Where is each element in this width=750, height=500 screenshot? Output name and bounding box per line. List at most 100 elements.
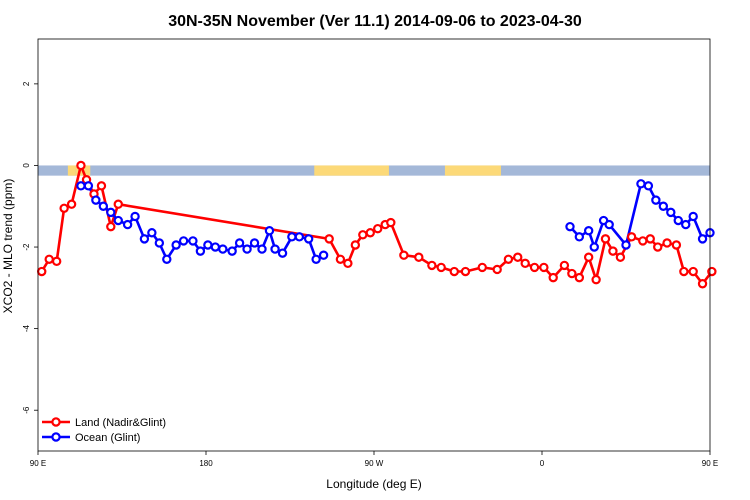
ocean-data-point — [113, 215, 123, 226]
ocean-data-point — [122, 219, 133, 230]
ocean-data-point — [565, 221, 575, 232]
land-data-point — [653, 242, 663, 252]
land-data-point — [427, 260, 437, 271]
ocean-data-point — [257, 244, 267, 254]
ocean-data-point — [195, 246, 206, 256]
ocean-data-point — [666, 207, 676, 218]
ocean-data-point — [178, 236, 189, 246]
x-tick-label: 90 E — [702, 459, 718, 468]
ocean-data-point — [264, 226, 275, 236]
ocean-data-point — [287, 232, 297, 242]
land-data-point — [688, 266, 698, 277]
land-data-point — [399, 250, 409, 260]
ocean-data-point — [318, 250, 329, 260]
ocean-data-point — [651, 195, 661, 205]
ocean-data-point — [139, 234, 150, 244]
ocean-data-point — [154, 238, 165, 248]
land-data-point — [671, 240, 682, 250]
land-data-point — [343, 258, 353, 269]
chart-title: 30N-35N November (Ver 11.1) 2014-09-06 t… — [168, 13, 582, 30]
ocean-data-point — [76, 181, 86, 191]
ocean-data-point — [91, 195, 101, 205]
ocean-data-point — [311, 254, 321, 264]
y-tick-label: -2 — [22, 243, 31, 251]
land-data-point — [600, 234, 611, 244]
ocean-data-point — [303, 234, 314, 244]
land-data-point — [373, 223, 383, 234]
y-tick-label: 0 — [22, 163, 31, 168]
ocean-data-point — [83, 181, 94, 191]
land-data-point — [113, 199, 123, 209]
ocean-data-point — [162, 254, 172, 264]
ocean-data-point — [681, 219, 691, 230]
legend: Land (Nadir&Glint) Ocean (Glint) — [42, 417, 166, 444]
land-data-point — [591, 274, 601, 285]
ocean-data-point — [242, 244, 252, 254]
y-axis: 2 0 -2 -4 -6 — [22, 81, 38, 414]
land-data-point — [51, 256, 62, 267]
land-data-point — [679, 266, 689, 277]
x-tick-label: 90 E — [30, 459, 46, 468]
land-data-point — [44, 254, 54, 264]
land-data-point — [548, 272, 558, 283]
land-data-point — [350, 240, 361, 250]
ocean-data-point — [673, 215, 683, 226]
ocean-data-point — [203, 240, 213, 250]
land-data-point — [460, 266, 471, 277]
land-data-point — [626, 232, 637, 242]
x-tick-label: 90 W — [365, 459, 384, 468]
land-data-point — [66, 199, 77, 209]
land-data-point — [37, 266, 47, 277]
ocean-data-point — [227, 246, 237, 256]
x-axis-label: Longitude (deg E) — [326, 477, 421, 491]
land-band-segment — [314, 165, 389, 176]
land-data-point — [358, 230, 368, 240]
x-axis: 90 E 180 90 W 0 90 E — [30, 451, 718, 468]
land-data-point — [365, 228, 375, 238]
land-data-point — [335, 254, 346, 264]
ocean-data-point — [106, 207, 116, 218]
land-data-point — [697, 279, 708, 289]
land-data-point — [59, 203, 69, 213]
land-data-point — [477, 262, 487, 273]
land-data-point — [324, 234, 334, 244]
y-tick-label: -4 — [22, 325, 31, 333]
land-data-point — [559, 260, 570, 271]
land-data-point — [583, 252, 594, 262]
ocean-data-point — [188, 236, 198, 246]
legend-land-label: Land (Nadir&Glint) — [75, 417, 166, 429]
ocean-data-point — [583, 226, 594, 236]
legend-ocean-label: Ocean (Glint) — [75, 432, 140, 444]
land-data-point — [662, 238, 672, 248]
ocean-data-point — [589, 242, 599, 252]
land-data-point — [567, 268, 577, 279]
land-data-point — [106, 221, 116, 232]
land-data-point — [539, 262, 549, 273]
ocean-data-point — [294, 232, 305, 242]
land-data-point — [414, 252, 424, 262]
land-data-point — [520, 258, 530, 269]
ocean-data-point — [270, 244, 280, 254]
ocean-data-point — [249, 238, 260, 248]
legend-ocean-marker — [51, 432, 61, 442]
land-data-point — [503, 254, 514, 264]
ocean-data-point — [621, 240, 631, 250]
land-sea-band — [38, 165, 710, 176]
land-band-segment — [67, 165, 76, 176]
land-data-point — [574, 272, 585, 283]
land-data-point — [492, 264, 502, 275]
y-tick-label: 2 — [22, 81, 31, 86]
ocean-data-point — [636, 179, 646, 189]
series-points — [37, 160, 717, 289]
ocean-data-point — [658, 201, 669, 211]
legend-land-marker — [51, 417, 61, 427]
ocean-data-point — [574, 232, 585, 242]
land-data-point — [529, 262, 540, 273]
land-data-point — [96, 181, 107, 191]
land-data-point — [76, 160, 86, 171]
land-data-point — [638, 236, 648, 246]
ocean-data-point — [688, 211, 698, 222]
ocean-data-point — [147, 228, 157, 238]
land-data-point — [615, 252, 626, 262]
